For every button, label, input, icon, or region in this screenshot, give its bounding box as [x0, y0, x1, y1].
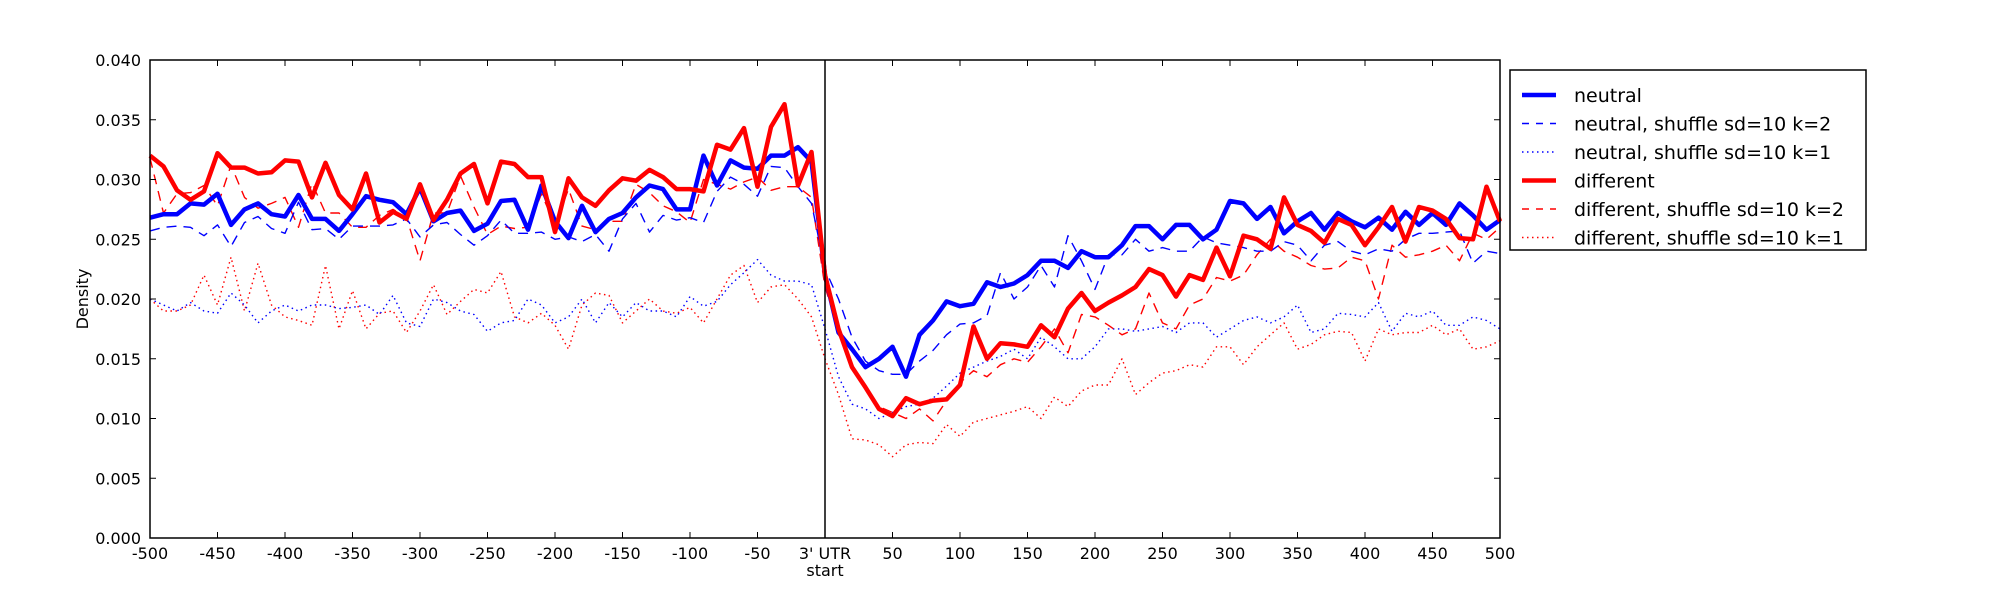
series-line-4 — [149, 157, 1501, 422]
x-tick-label: 350 — [1282, 544, 1313, 563]
y-tick-label: 0.010 — [95, 410, 141, 429]
legend-label-0: neutral — [1574, 85, 1642, 107]
legend-label-3: different — [1574, 171, 1655, 193]
legend-label-4: different, shuffle sd=10 k=2 — [1574, 199, 1844, 221]
series-line-2 — [149, 258, 1501, 420]
legend-label-1: neutral, shuffle sd=10 k=2 — [1574, 114, 1831, 136]
y-tick-label: 0.030 — [95, 171, 141, 190]
x-tick-label: -200 — [537, 544, 573, 563]
legend-label-5: different, shuffle sd=10 k=1 — [1574, 228, 1844, 250]
x-tick-label: -300 — [402, 544, 438, 563]
legend: neutral neutral, shuffle sd=10 k=2 neutral… — [1509, 69, 1867, 251]
x-tick-label: -500 — [132, 544, 168, 563]
y-axis-label: Density — [73, 269, 92, 330]
x-tick-label: 450 — [1417, 544, 1448, 563]
x-tick-label: 300 — [1215, 544, 1246, 563]
y-tick-label: 0.000 — [95, 529, 141, 548]
x-tick-label: 250 — [1147, 544, 1178, 563]
y-tick-label: 0.035 — [95, 111, 141, 130]
x-tick-label: -250 — [469, 544, 505, 563]
x-tick-label: -150 — [604, 544, 640, 563]
y-tick-label: 0.020 — [95, 290, 141, 309]
legend-label-2: neutral, shuffle sd=10 k=1 — [1574, 142, 1831, 164]
y-tick-label: 0.040 — [95, 51, 141, 70]
x-tick-label: -400 — [267, 544, 303, 563]
x-tick-label: -450 — [199, 544, 235, 563]
axis-ticks: -500 -450 -400 -350 -300 -250 -200 -150 -100 -50 3… — [95, 51, 1515, 580]
legend-box — [1509, 69, 1867, 251]
y-tick-label: 0.015 — [95, 350, 141, 369]
x-tick-label: 150 — [1012, 544, 1043, 563]
x-tick-label: -350 — [334, 544, 370, 563]
x-tick-label: 3' UTR start — [799, 544, 851, 580]
x-tick-label: -100 — [672, 544, 708, 563]
x-tick-label: 200 — [1080, 544, 1111, 563]
x-tick-label: 100 — [945, 544, 976, 563]
x-tick-label: 500 — [1485, 544, 1516, 563]
x-tick-label: 400 — [1350, 544, 1381, 563]
y-tick-label: 0.025 — [95, 230, 141, 249]
y-tick-label: 0.005 — [95, 469, 141, 488]
x-tick-label: 50 — [882, 544, 902, 563]
x-tick-label: -50 — [744, 544, 770, 563]
